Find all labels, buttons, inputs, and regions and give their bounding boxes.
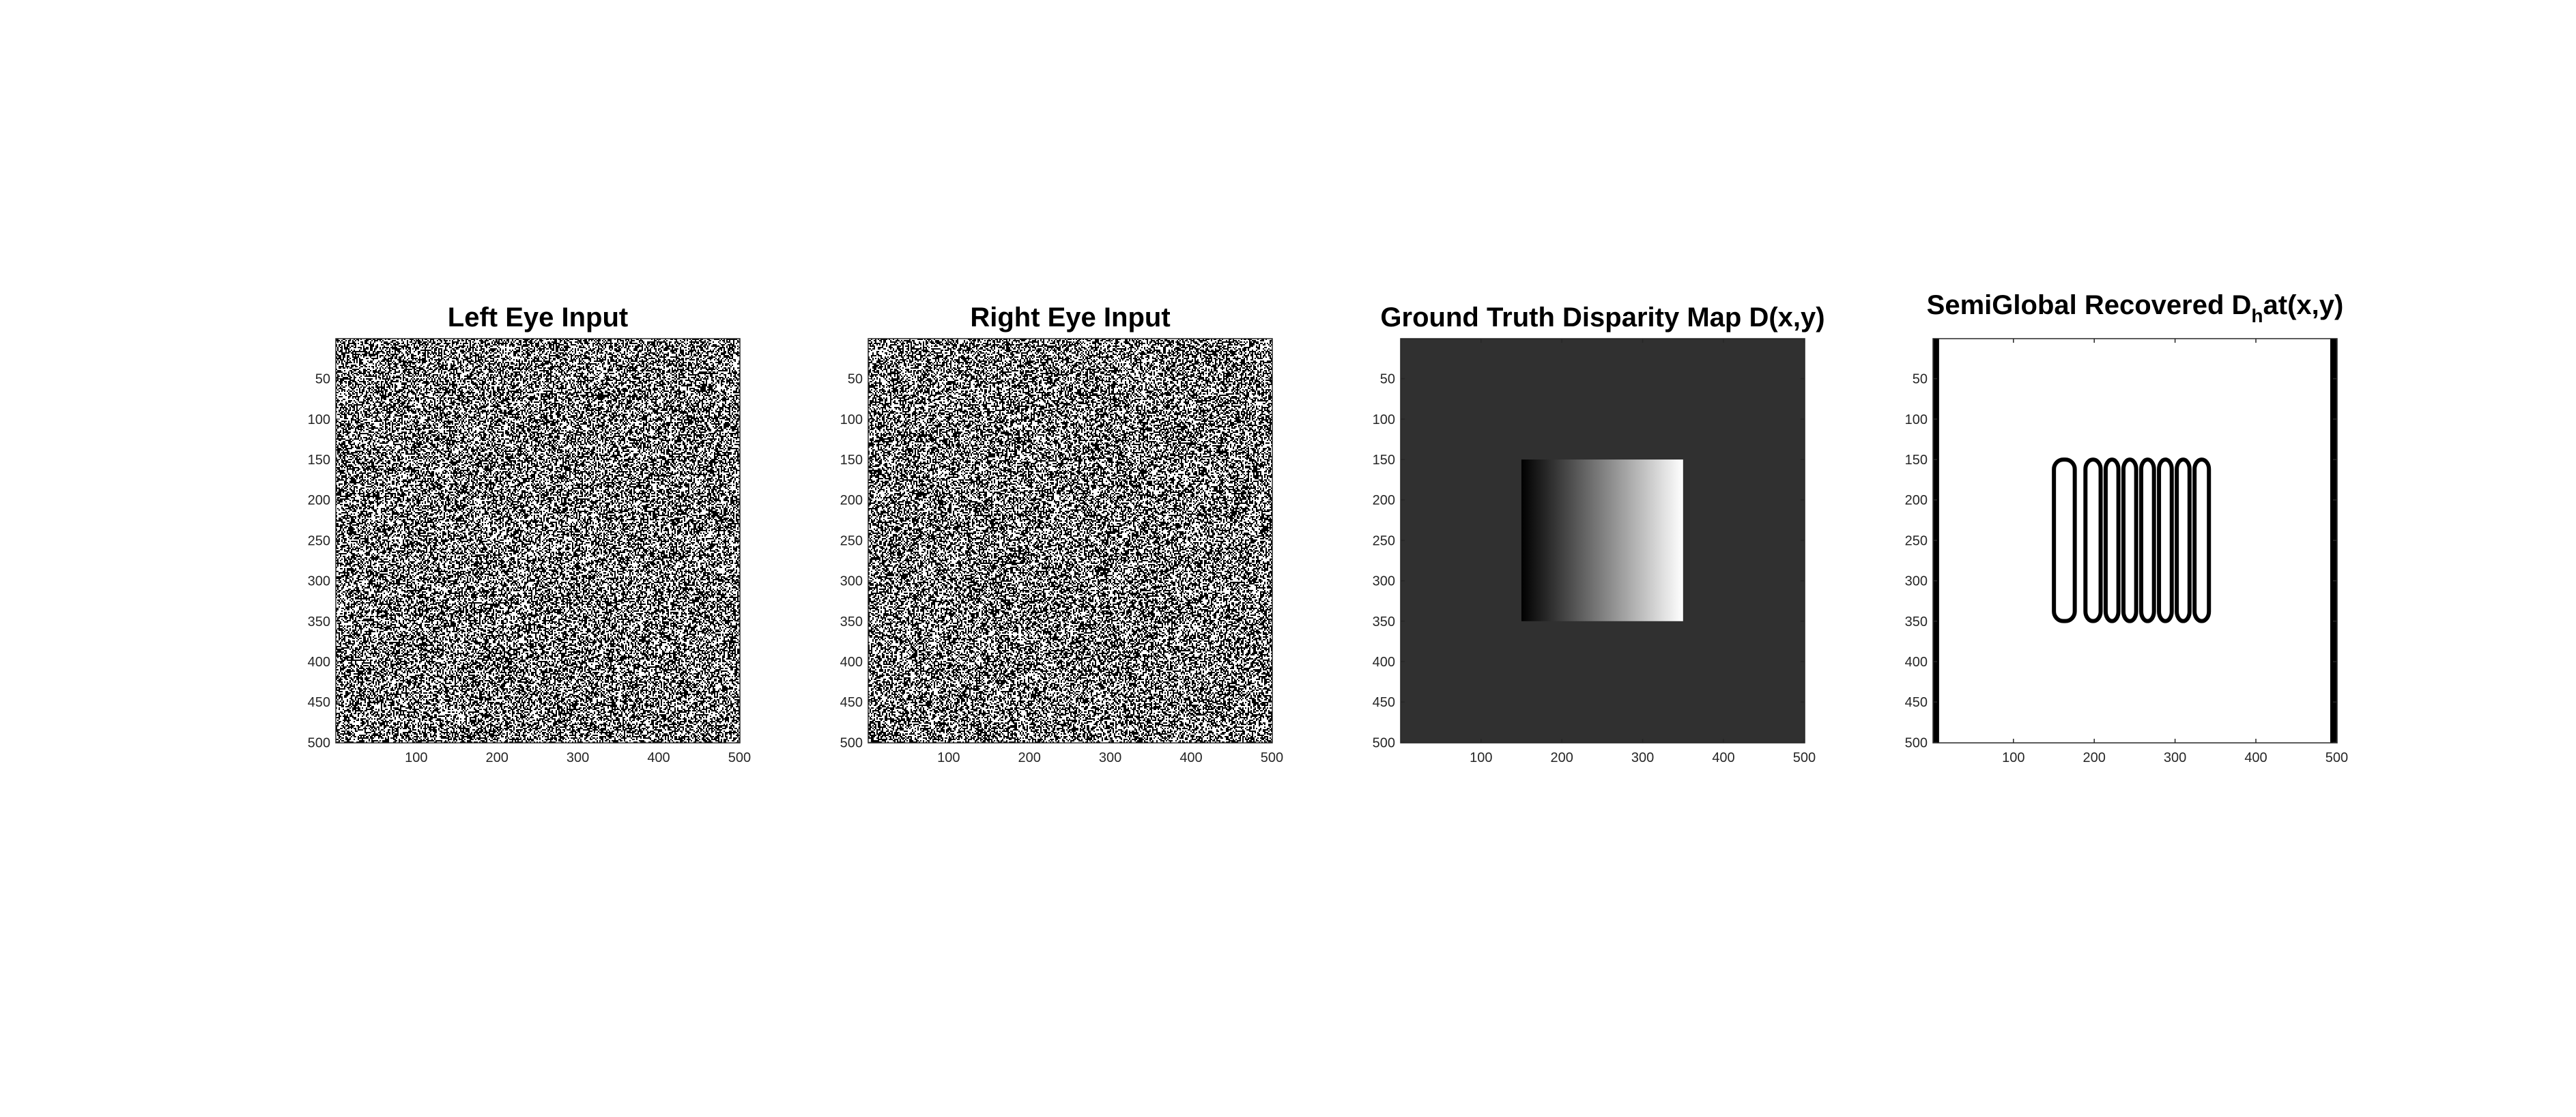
x-tick-label: 400 <box>1179 750 1202 765</box>
y-tick-label: 150 <box>1373 453 1395 468</box>
x-tick-label: 300 <box>1631 750 1654 765</box>
x-tick-label: 400 <box>2244 750 2267 765</box>
y-tick-label: 250 <box>1373 533 1395 548</box>
x-tick-label: 100 <box>1470 750 1492 765</box>
chart-title: Right Eye Input <box>970 302 1170 333</box>
y-tick-label: 250 <box>1905 533 1928 548</box>
subplot-2: 100 200 300 400 500 50 100 150 200 250 300 350 400 45… <box>840 302 1283 765</box>
x-tick-label: 200 <box>486 750 509 765</box>
noise-image <box>336 339 740 743</box>
y-tick-label: 300 <box>1905 574 1928 589</box>
y-tick-label: 350 <box>308 614 330 630</box>
y-tick-label: 250 <box>840 533 863 548</box>
y-tick-label: 200 <box>1905 493 1928 508</box>
recovered-stripe <box>2121 457 2138 623</box>
x-tick-label: 200 <box>1551 750 1573 765</box>
y-tick-label: 450 <box>1373 695 1395 710</box>
x-tick-label: 300 <box>567 750 589 765</box>
y-tick-label: 50 <box>848 372 863 387</box>
chart-title: Left Eye Input <box>448 302 628 333</box>
x-tick-label: 200 <box>2083 750 2106 765</box>
x-tick-label: 400 <box>1712 750 1734 765</box>
y-tick-label: 100 <box>1905 412 1928 427</box>
y-tick-label: 450 <box>1905 695 1928 710</box>
y-tick-label: 100 <box>308 412 330 427</box>
y-tick-label: 200 <box>308 493 330 508</box>
recovered-stripe <box>2103 457 2121 623</box>
subplot-3: 100 200 300 400 500 50 100 150 200 250 300 350 400 45… <box>1373 302 1825 765</box>
disparity-ramp <box>1521 459 1683 621</box>
subplot-1: 100 200 300 400 500 50 100 150 200 250 300 350 400 45… <box>308 302 751 765</box>
y-tick-label: 400 <box>1373 655 1395 670</box>
y-tick-label: 100 <box>1373 412 1395 427</box>
y-tick-label: 500 <box>840 735 863 750</box>
x-tick-label: 500 <box>728 750 751 765</box>
recovered-stripe <box>2192 457 2212 623</box>
y-tick-label: 50 <box>1380 372 1395 387</box>
y-tick-label: 350 <box>1373 614 1395 630</box>
chart-title: Ground Truth Disparity Map D(x,y) <box>1380 302 1824 333</box>
y-tick-label: 300 <box>1373 574 1395 589</box>
y-tick-label: 150 <box>840 453 863 468</box>
y-tick-label: 400 <box>308 655 330 670</box>
y-tick-label: 150 <box>1905 453 1928 468</box>
x-tick-label: 500 <box>1793 750 1816 765</box>
y-tick-label: 450 <box>308 695 330 710</box>
y-tick-label: 300 <box>308 574 330 589</box>
noise-image <box>868 339 1272 743</box>
recovered-stripe <box>2139 457 2156 623</box>
recovered-stripe <box>2083 457 2103 623</box>
x-tick-label: 500 <box>1261 750 1283 765</box>
chart-title: SemiGlobal Recovered Dhat(x,y) <box>1927 290 2344 326</box>
y-tick-label: 450 <box>840 695 863 710</box>
y-tick-label: 500 <box>1373 735 1395 750</box>
x-tick-label: 300 <box>2164 750 2186 765</box>
y-tick-label: 100 <box>840 412 863 427</box>
y-tick-label: 500 <box>308 735 330 750</box>
subplot-4: 100 200 300 400 500 50 100 150 200 250 300 350 400 45… <box>1905 290 2348 765</box>
y-tick-label: 300 <box>840 574 863 589</box>
x-tick-label: 200 <box>1018 750 1041 765</box>
x-tick-label: 500 <box>2325 750 2348 765</box>
y-tick-label: 350 <box>1905 614 1928 630</box>
recovered-stripe <box>2157 457 2174 623</box>
recovered-stripe <box>2052 457 2077 623</box>
y-tick-label: 400 <box>840 655 863 670</box>
y-tick-label: 500 <box>1905 735 1928 750</box>
y-tick-label: 50 <box>1913 372 1928 387</box>
y-tick-label: 400 <box>1905 655 1928 670</box>
x-tick-label: 300 <box>1099 750 1121 765</box>
x-tick-label: 400 <box>647 750 670 765</box>
y-tick-label: 200 <box>1373 493 1395 508</box>
y-tick-label: 200 <box>840 493 863 508</box>
y-tick-label: 350 <box>840 614 863 630</box>
y-tick-label: 150 <box>308 453 330 468</box>
x-tick-label: 100 <box>2002 750 2024 765</box>
recovered-stripe <box>2175 457 2192 623</box>
y-tick-label: 50 <box>315 372 330 387</box>
x-tick-label: 100 <box>937 750 960 765</box>
y-tick-label: 250 <box>308 533 330 548</box>
x-tick-label: 100 <box>405 750 427 765</box>
